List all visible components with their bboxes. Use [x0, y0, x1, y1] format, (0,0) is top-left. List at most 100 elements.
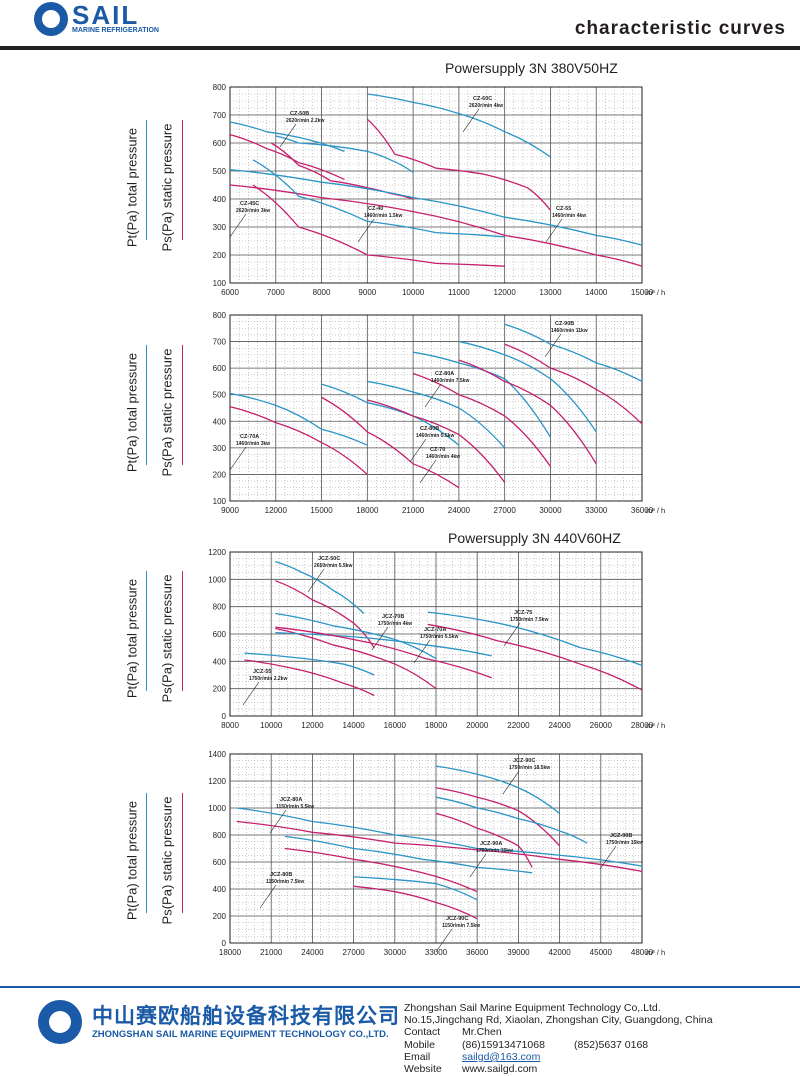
leader-line: [545, 218, 563, 243]
curve-jcz-90c-total: [435, 765, 561, 814]
email-link[interactable]: sailgd@163.com: [462, 1050, 541, 1063]
y-tick-label: 200: [213, 251, 227, 260]
leader-line: [424, 383, 442, 408]
model-label: JCZ-90C: [446, 916, 468, 922]
curve-jcz-70b-static: [275, 627, 437, 690]
curve-cz-45c-static: [229, 133, 345, 180]
model-spec: 1460r/min 4kw: [426, 454, 460, 460]
fan-logo-icon: [34, 2, 68, 36]
model-label: JCZ-70A: [424, 627, 446, 633]
brand-logo: SAIL MARINE REFRIGERATION: [34, 0, 174, 42]
model-label: CZ-80B: [420, 426, 439, 432]
curve-jcz-75-static: [427, 623, 643, 691]
x-tick-label: 33000: [585, 506, 608, 515]
tel-number: (852)5637 0168: [574, 1038, 649, 1051]
leader-line: [502, 770, 520, 795]
model-label: JCZ-75: [514, 610, 532, 616]
curve-cz-90-total: [504, 323, 643, 383]
model-label: JCZ-50C: [318, 556, 340, 562]
contact-block: Zhongshan Sail Marine Equipment Technolo…: [404, 1002, 713, 1075]
y-tick-label: 100: [213, 279, 227, 288]
curve-cz-60c-total: [367, 93, 551, 158]
grid: [229, 753, 643, 944]
y-tick-label: 200: [213, 470, 227, 479]
leader-line: [229, 213, 247, 238]
y-tick-label: 500: [213, 167, 227, 176]
model-label: CZ-80A: [435, 371, 454, 377]
curve-cz-90b-total: [458, 340, 597, 433]
x-tick-label: 15000: [310, 506, 333, 515]
x-tick-label: 7000: [267, 288, 285, 297]
curve-jcz-80a-static: [284, 847, 478, 893]
model-label: CZ-90B: [555, 321, 574, 327]
x-tick-label: 26000: [590, 721, 613, 730]
legend-bar-total: [146, 571, 147, 691]
leader-line: [371, 626, 389, 651]
model-label: CZ-40: [368, 206, 383, 212]
curve-jcz-90a-total: [435, 796, 588, 844]
model-spec: 2620r/min 2.2kw: [286, 118, 324, 124]
leader-line: [279, 123, 297, 148]
curve-cz-70a-static: [229, 406, 368, 475]
x-tick-label: 30000: [539, 506, 562, 515]
x-tick-label: 11000: [448, 288, 470, 297]
model-spec: 1750r/min 15kw: [606, 840, 643, 846]
leader-line: [503, 622, 521, 647]
grid: [229, 314, 643, 502]
y-tick-label: 400: [213, 195, 227, 204]
model-spec: 2650r/min 5.5kw: [314, 563, 352, 569]
model-label: CZ-45C: [240, 201, 259, 207]
x-tick-label: 24000: [301, 948, 324, 957]
curve-cz-50b-total: [275, 135, 414, 173]
y-tick-label: 1400: [208, 750, 226, 759]
company-name-cn: 中山赛欧船舶设备科技有限公司: [92, 1005, 400, 1028]
curve-jcz-90c-static: [435, 787, 561, 847]
model-label: JCZ-90C: [513, 758, 535, 764]
legend-bar-static: [182, 793, 183, 913]
x-tick-label: 8000: [221, 721, 239, 730]
x-unit-label: m³ / h: [646, 948, 665, 957]
page-title: characteristic curves: [574, 18, 786, 39]
leader-line: [469, 853, 487, 878]
x-tick-label: 8000: [313, 288, 331, 297]
legend-bar-total: [146, 345, 147, 465]
curve-cz-55-total: [229, 168, 643, 246]
x-tick-label: 24000: [448, 506, 471, 515]
model-spec: 1150r/min 5.5kw: [276, 804, 314, 810]
curve-cz-60c-static: [366, 118, 551, 211]
curve-cz-70-total: [321, 383, 460, 446]
model-spec: 1750r/min 4kw: [378, 621, 412, 627]
leader-line: [229, 446, 247, 471]
x-tick-label: 12000: [301, 721, 324, 730]
curve-cz-90-static: [504, 343, 643, 425]
leader-line: [435, 928, 453, 953]
y-tick-label: 0: [222, 939, 227, 948]
x-tick-label: 33000: [425, 948, 448, 957]
x-tick-label: 6000: [221, 288, 239, 297]
curve-jcz-70a-static: [275, 626, 492, 679]
company-logo-icon: [38, 1000, 82, 1044]
model-spec: 1460r/min 7.5kw: [431, 378, 469, 384]
y-tick-label: 300: [213, 444, 227, 453]
model-spec: 1460r/min 11kw: [551, 328, 588, 334]
brand-name: SAIL: [72, 0, 140, 30]
x-tick-label: 14000: [585, 288, 608, 297]
leader-line: [269, 809, 287, 834]
curve-jcz-55-total: [244, 652, 375, 676]
model-label: JCZ-90B: [610, 833, 632, 839]
leader-line: [357, 218, 375, 243]
y-tick-label: 0: [222, 712, 227, 721]
curve-cz-70a-total: [229, 392, 368, 446]
model-spec: 1460r/min 1.5kw: [364, 213, 402, 219]
x-tick-label: 12000: [494, 288, 517, 297]
model-spec: 2620r/min 4kw: [469, 103, 503, 109]
